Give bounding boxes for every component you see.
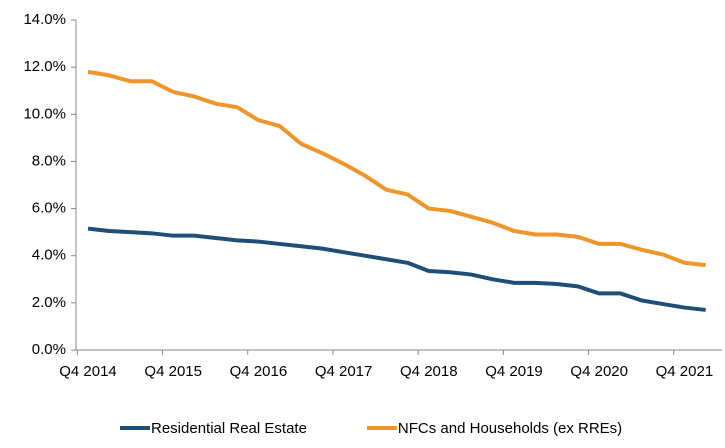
x-tick-label: Q4 2015 bbox=[144, 363, 202, 380]
y-tick-label: 14.0% bbox=[23, 11, 66, 28]
y-tick-label: 4.0% bbox=[32, 247, 66, 264]
x-tick-label: Q4 2014 bbox=[59, 363, 117, 380]
x-tick-label: Q4 2017 bbox=[315, 363, 373, 380]
y-tick-label: 10.0% bbox=[23, 105, 66, 122]
x-tick-label: Q4 2021 bbox=[656, 363, 714, 380]
y-tick-label: 12.0% bbox=[23, 58, 66, 75]
series-line bbox=[87, 69, 706, 268]
series-line bbox=[87, 226, 706, 312]
legend-label: Residential Real Estate bbox=[151, 420, 307, 437]
x-tick-label: Q4 2019 bbox=[485, 363, 543, 380]
y-tick-label: 6.0% bbox=[32, 200, 66, 217]
y-tick-label: 2.0% bbox=[32, 294, 66, 311]
x-tick-label: Q4 2018 bbox=[400, 363, 458, 380]
y-tick-label: 0.0% bbox=[32, 341, 66, 358]
legend-label: NFCs and Households (ex RREs) bbox=[398, 420, 622, 437]
x-tick-label: Q4 2020 bbox=[570, 363, 628, 380]
y-tick-label: 8.0% bbox=[32, 152, 66, 169]
x-tick-label: Q4 2016 bbox=[230, 363, 288, 380]
